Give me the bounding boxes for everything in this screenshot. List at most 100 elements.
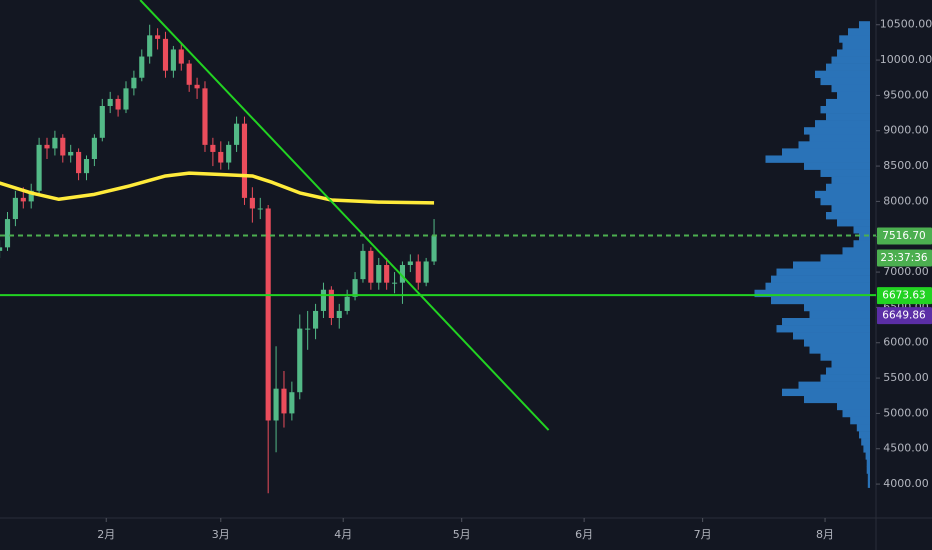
- candle-body: [4, 219, 11, 248]
- volume-profile-bar: [804, 127, 870, 135]
- candle-body: [28, 190, 34, 202]
- volume-profile-bar: [859, 21, 870, 29]
- candle-body: [170, 49, 176, 71]
- y-tick-label: 8500.00: [883, 159, 929, 172]
- candle-body: [241, 123, 248, 198]
- y-tick-label: 5500.00: [883, 371, 929, 384]
- x-tick-label: 8月: [816, 528, 834, 541]
- volume-profile-bar: [820, 353, 870, 361]
- volume-profile-bar: [765, 155, 870, 163]
- volume-profile-bar: [867, 473, 870, 481]
- volume-profile-bar: [804, 162, 870, 170]
- volume-profile-bar: [815, 190, 870, 199]
- candle-body: [336, 310, 342, 319]
- candle-body: [399, 265, 406, 283]
- y-tick-label: 4500.00: [883, 442, 929, 455]
- volume-profile-bar: [848, 28, 870, 36]
- candle-body: [281, 388, 287, 414]
- volume-profile-bar: [867, 480, 870, 488]
- moving-average: [0, 171, 435, 205]
- volume-profile-bar: [820, 169, 870, 177]
- volume-profile-bar: [809, 134, 870, 142]
- volume-profile-bar: [820, 106, 870, 114]
- candle-body: [91, 137, 97, 160]
- y-tick-label: 9500.00: [883, 88, 929, 101]
- last-price-box: [877, 227, 932, 245]
- candle-body: [368, 250, 374, 283]
- volume-profile-bar: [826, 212, 870, 220]
- volume-profile-bar: [798, 381, 870, 389]
- candle-body: [44, 144, 50, 149]
- candle-body: [360, 250, 366, 280]
- candle-body: [155, 35, 161, 39]
- volume-profile-bar: [804, 395, 870, 404]
- volume-profile-bar: [856, 424, 870, 432]
- candle-body: [407, 261, 413, 266]
- volume-profile-bar: [820, 197, 870, 206]
- volume-profile-bar: [782, 388, 870, 397]
- candle-body: [68, 151, 74, 156]
- candle-body: [297, 328, 303, 393]
- volume-profile-bar: [831, 204, 870, 213]
- volume-profile-bar: [793, 261, 870, 269]
- volume-profile-bar: [842, 247, 870, 255]
- candle-body: [52, 137, 58, 149]
- candle-body: [36, 144, 42, 191]
- candle-body: [139, 56, 145, 78]
- volume-profile-bar: [853, 240, 870, 248]
- volume-profile-bar: [837, 402, 870, 411]
- volume-profile-bar: [826, 98, 870, 107]
- candle-body: [76, 151, 82, 174]
- countdown-box: [877, 249, 932, 267]
- y-tick-label: 6000.00: [883, 336, 929, 349]
- candle-body: [162, 38, 169, 71]
- volume-profile-bar: [850, 416, 870, 425]
- candle-body: [99, 106, 105, 138]
- volume-profile-bar: [782, 148, 870, 156]
- volume-profile-bar: [863, 445, 870, 453]
- volume-profile-bar: [815, 70, 870, 79]
- candle-body: [249, 197, 255, 209]
- volume-profile-bar: [826, 367, 870, 375]
- candle-body: [202, 88, 208, 145]
- volume-profile-bar: [831, 84, 870, 93]
- volume-profile-bar: [776, 268, 870, 276]
- candle-body: [234, 123, 240, 145]
- volume-profile-bar: [842, 409, 870, 418]
- candle-body: [312, 310, 319, 329]
- volume-profile-bar: [798, 141, 870, 149]
- y-tick-label: 5000.00: [883, 406, 929, 419]
- candle-body: [194, 84, 200, 89]
- candle-body: [210, 144, 216, 152]
- candle-body: [115, 98, 121, 110]
- last-price-label: 7516.70: [882, 230, 925, 242]
- volume-profile-bar: [859, 431, 870, 439]
- countdown-label: 23:37:36: [880, 252, 927, 264]
- candle-body: [178, 49, 184, 64]
- candle-body: [352, 279, 358, 297]
- volume-profile-bar: [804, 339, 870, 347]
- volume-profile-bar: [826, 183, 870, 192]
- candle-body: [107, 98, 113, 107]
- volume-profile-bar: [853, 226, 870, 234]
- volume-profile-bar: [831, 176, 870, 185]
- volume-profile-bar: [865, 452, 870, 460]
- y-tick-label: 10000.00: [880, 53, 932, 66]
- volume-profile-bar: [820, 374, 870, 382]
- candle-body: [60, 137, 66, 156]
- x-tick-label: 6月: [575, 528, 593, 541]
- volume-profile-bar: [837, 219, 870, 227]
- volume-profile-bar: [815, 120, 870, 128]
- volume-profile-bar: [842, 42, 870, 50]
- volume-profile-bar: [826, 63, 870, 71]
- x-tick-label: 3月: [212, 528, 230, 541]
- candle-body: [265, 208, 271, 421]
- volume-profile-bar: [826, 113, 870, 121]
- candle-body: [186, 63, 192, 85]
- candle-body: [423, 261, 429, 283]
- volume-profile-bar: [754, 289, 870, 298]
- volume-profile-bar: [771, 275, 870, 283]
- candle-body: [415, 261, 421, 283]
